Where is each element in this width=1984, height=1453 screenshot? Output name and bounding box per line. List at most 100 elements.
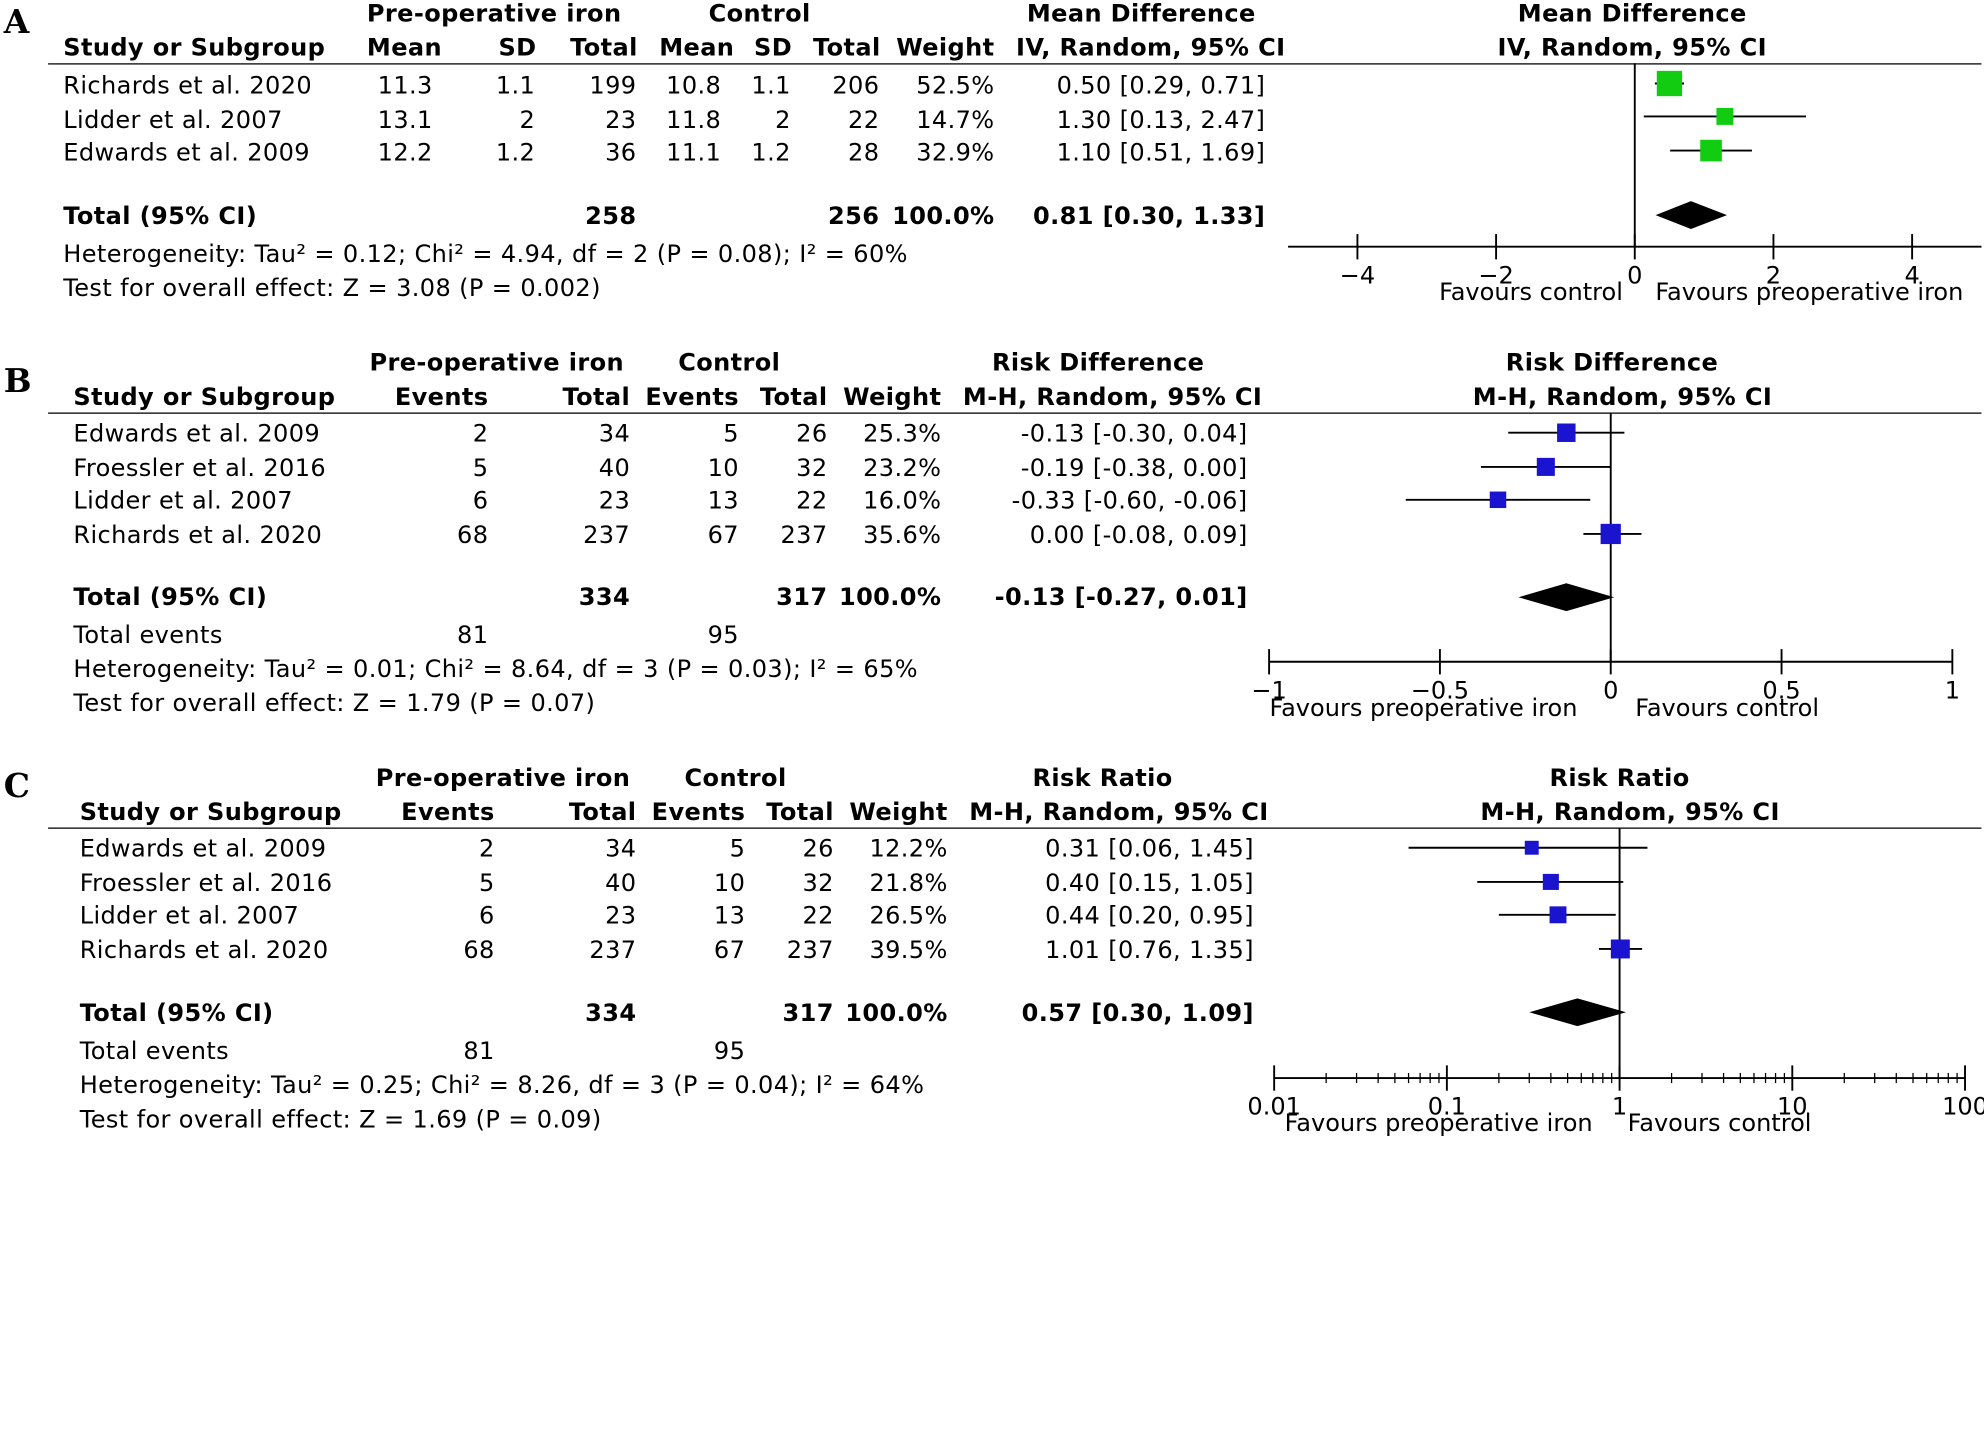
total-events-ctl: 95 <box>713 1037 746 1066</box>
column-header-weight: Weight <box>843 383 942 412</box>
study-marker <box>1489 491 1507 509</box>
overall-effect-text: Test for overall effect: Z = 1.69 (P = 0… <box>79 1105 602 1134</box>
ctl-total: 22 <box>848 106 880 135</box>
exp-mean: 13.1 <box>377 106 433 135</box>
exp-sd: 2 <box>519 106 536 135</box>
column-header-ctl-sd: SD <box>754 34 793 62</box>
method-header: M-H, Random, 95% CI <box>962 383 1263 412</box>
overall-effect-text: Test for overall effect: Z = 1.79 (P = 0… <box>73 689 596 718</box>
favours-right-label: Favours control <box>1635 694 1819 722</box>
exp-total: 36 <box>605 139 637 168</box>
ctl-total: 26 <box>796 420 828 448</box>
pooled-diamond <box>1518 583 1615 612</box>
exp-mean: 11.3 <box>377 72 433 100</box>
x-tick-label: −0.5 <box>1411 676 1469 704</box>
ctl-events: 5 <box>729 835 746 863</box>
total-weight: 100.0% <box>892 202 995 231</box>
study-marker <box>1700 139 1722 162</box>
plot-method-header: M-H, Random, 95% CI <box>1472 383 1773 412</box>
study-marker <box>1524 840 1539 855</box>
group-header-experimental: Pre-operative iron <box>375 764 631 793</box>
total-weight: 100.0% <box>845 999 948 1028</box>
column-header-weight: Weight <box>896 34 995 62</box>
exp-total: 40 <box>598 454 631 483</box>
header-rule <box>48 827 1982 829</box>
study-marker <box>1536 457 1555 476</box>
effect-ci: -0.33 [-0.60, -0.06] <box>1011 487 1248 515</box>
weight-value: 14.7% <box>916 106 995 135</box>
favours-left-label: Favours control <box>1439 278 1623 306</box>
panel-a: A Pre-operative iron Control Mean Differ… <box>0 0 1984 380</box>
weight-value: 52.5% <box>916 72 995 100</box>
study-label: Richards et al. 2020 <box>63 72 313 100</box>
stat-header: Mean Difference <box>1026 0 1256 28</box>
ctl-mean: 11.8 <box>666 106 722 135</box>
header-rule <box>48 63 1982 65</box>
study-label: Edwards et al. 2009 <box>73 420 321 448</box>
ctl-total: 28 <box>848 139 880 168</box>
favours-right-label: Favours control <box>1628 1109 1812 1137</box>
weight-value: 25.3% <box>863 420 942 448</box>
forest-plot: 0.01 0.1 1 10 100 Favours preoperative iron Fa… <box>1247 827 1984 1137</box>
heterogeneity-text: Heterogeneity: Tau² = 0.01; Chi² = 8.64,… <box>73 655 918 684</box>
total-ctl: 317 <box>776 583 828 612</box>
column-header-ctl-mean: Mean <box>659 34 735 62</box>
x-tick-label: 0 <box>1603 676 1618 704</box>
heterogeneity-text: Heterogeneity: Tau² = 0.25; Chi² = 8.26,… <box>79 1071 925 1100</box>
ctl-events: 10 <box>713 869 746 898</box>
effect-ci: -0.19 [-0.38, 0.00] <box>1020 454 1248 483</box>
ctl-mean: 11.1 <box>666 139 722 168</box>
ctl-events: 10 <box>707 454 739 483</box>
total-exp: 334 <box>578 583 631 612</box>
total-label: Total (95% CI) <box>73 583 268 612</box>
forest-plot: −1 −0.5 0 0.5 1 Favours preoperative iron Favo… <box>1251 412 1960 722</box>
study-label: Edwards et al. 2009 <box>79 835 327 863</box>
heterogeneity-text: Heterogeneity: Tau² = 0.12; Chi² = 4.94,… <box>63 240 908 269</box>
ctl-total: 206 <box>832 72 880 100</box>
total-ci: 0.57 [0.30, 1.09] <box>1021 999 1254 1028</box>
weight-value: 21.8% <box>869 869 948 898</box>
weight-value: 16.0% <box>863 487 942 515</box>
group-header-control: Control <box>684 764 787 793</box>
total-events-label: Total events <box>79 1037 230 1066</box>
panel-b: B Pre-operative iron Control Risk Differ… <box>0 349 1984 729</box>
ctl-mean: 10.8 <box>666 72 722 100</box>
favours-left-label: Favours preoperative iron <box>1285 1109 1593 1137</box>
exp-total: 199 <box>589 72 637 100</box>
total-label: Total (95% CI) <box>63 202 258 231</box>
ctl-events: 67 <box>707 521 739 550</box>
ctl-sd: 2 <box>775 106 791 135</box>
ctl-sd: 1.1 <box>751 72 791 100</box>
weight-value: 35.6% <box>863 521 942 550</box>
total-ctl: 256 <box>828 202 880 231</box>
column-header-exp-total: Total <box>570 34 638 62</box>
study-label: Richards et al. 2020 <box>73 521 323 550</box>
weight-value: 26.5% <box>869 902 948 930</box>
weight-value: 39.5% <box>869 936 948 965</box>
total-events-ctl: 95 <box>707 621 739 650</box>
x-tick-label: 1 <box>1945 676 1960 704</box>
column-header-ctl-total: Total <box>813 34 881 62</box>
header-rule <box>48 412 1982 414</box>
column-header-exp-total: Total <box>568 798 637 827</box>
effect-ci: 1.01 [0.76, 1.35] <box>1045 936 1254 965</box>
exp-events: 68 <box>457 521 489 550</box>
exp-total: 23 <box>605 106 637 135</box>
x-tick-label: 10 <box>1777 1093 1808 1121</box>
overall-effect-text: Test for overall effect: Z = 3.08 (P = 0… <box>63 274 601 303</box>
exp-total: 34 <box>598 420 631 448</box>
effect-ci: -0.13 [-0.30, 0.04] <box>1020 420 1248 448</box>
exp-total: 34 <box>605 835 637 863</box>
x-tick-label: −4 <box>1340 261 1375 289</box>
study-label: Edwards et al. 2009 <box>63 139 310 168</box>
ctl-sd: 1.2 <box>751 139 791 168</box>
exp-total: 40 <box>605 869 637 898</box>
total-events-label: Total events <box>73 621 223 650</box>
pooled-diamond <box>1529 998 1627 1027</box>
x-tick-label: 1 <box>1612 1093 1627 1121</box>
study-marker <box>1716 107 1734 125</box>
study-marker <box>1610 939 1630 959</box>
ctl-total: 22 <box>802 902 834 930</box>
pooled-diamond <box>1655 201 1727 230</box>
group-header-experimental: Pre-operative iron <box>366 0 622 28</box>
